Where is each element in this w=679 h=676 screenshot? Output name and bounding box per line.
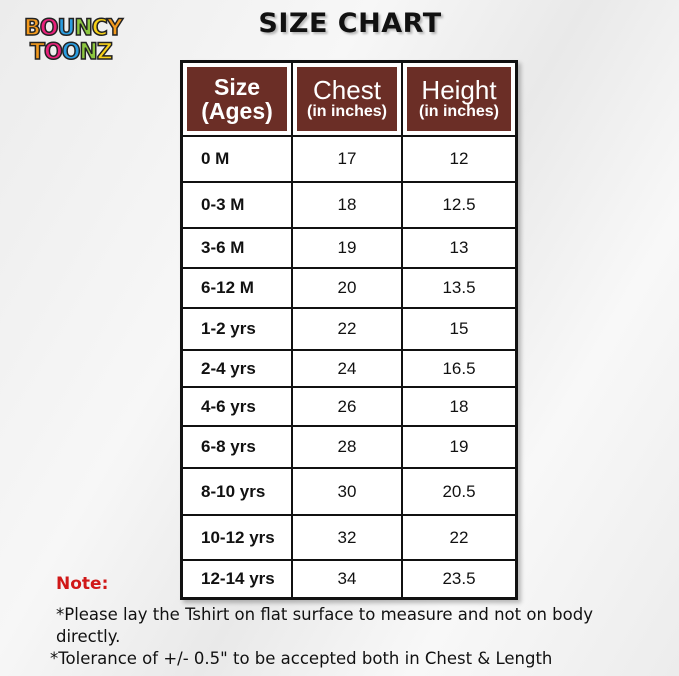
header-sublabel: (in inches) [306,103,387,121]
table-row: 8-10 yrs 30 20.5 [183,469,515,516]
height-cell: 12 [449,149,469,168]
logo-letter: N [79,39,99,66]
header-size: Size (Ages) [183,63,293,135]
height-cell: 23.5 [442,569,476,588]
size-cell: 10-12 yrs [183,516,293,559]
chest-cell: 18 [293,183,403,227]
table-row: 2-4 yrs 24 16.5 [183,351,515,388]
table-row: 0 M 17 12 [183,137,515,183]
table-row: 6-12 M 20 13.5 [183,269,515,309]
header-sublabel: (Ages) [201,98,273,124]
size-cell: 2-4 yrs [183,351,293,386]
table-row: 1-2 yrs 22 15 [183,309,515,351]
chest-cell: 22 [293,309,403,349]
logo-letter: N [74,15,94,42]
chest-cell: 17 [293,137,403,181]
note-item: *Tolerance of +/- 0.5" to be accepted bo… [50,649,553,668]
size-cell: 0-3 M [183,183,293,227]
chest-cell: 26 [293,388,403,425]
chest-cell: 28 [293,427,403,467]
height-cell: 16.5 [442,358,476,378]
height-cell: 19 [449,437,469,456]
table-row: 10-12 yrs 32 22 [183,516,515,561]
height-cell: 12.5 [442,195,476,214]
size-cell: 6-12 M [183,269,293,307]
table-row: 12-14 yrs 34 23.5 [183,561,515,597]
table-row: 4-6 yrs 26 18 [183,388,515,427]
logo-letter: U [57,15,76,42]
size-cell: 12-14 yrs [183,561,293,597]
size-cell: 4-6 yrs [183,388,293,425]
table-header-row: Size (Ages) Chest (in inches) Height (in… [183,63,515,137]
header-sublabel: (in inches) [418,103,499,121]
height-cell: 22 [449,527,469,547]
logo-line-2: TOONZ [29,39,113,66]
header-height: Height (in inches) [403,63,515,135]
brand-logo: BOUNCY TOONZ [22,14,128,72]
size-cell: 0 M [183,137,293,181]
chest-cell: 20 [293,269,403,307]
logo-line-1: BOUNCY [23,15,123,42]
height-cell: 15 [449,319,469,338]
header-chest: Chest (in inches) [293,63,403,135]
height-cell: 13.5 [442,278,476,297]
logo-letter: O [43,39,63,66]
size-cell: 3-6 M [183,229,293,267]
table-row: 6-8 yrs 28 19 [183,427,515,469]
logo-letter: O [39,15,59,42]
size-cell: 6-8 yrs [183,427,293,467]
height-cell: 18 [449,396,469,416]
header-label: Chest [313,74,381,105]
header-label: Height [421,74,497,105]
size-chart-table: Size (Ages) Chest (in inches) Height (in… [180,60,518,600]
header-label: Size [213,73,261,100]
page-title: SIZE CHART [258,8,442,39]
size-cell: 1-2 yrs [183,309,293,349]
table-row: 0-3 M 18 12.5 [183,183,515,229]
note-heading: Note: [56,574,109,594]
note-item: *Please lay the Tshirt on flat surface t… [56,605,593,646]
height-cell: 20.5 [442,481,476,501]
logo-letter: C [91,15,109,42]
logo-letter: T [29,39,46,66]
logo-letter: O [61,39,81,66]
table-row: 3-6 M 19 13 [183,229,515,269]
logo-letter: B [23,15,41,42]
chest-cell: 34 [293,561,403,597]
logo-letter: Y [106,15,123,42]
chest-cell: 32 [293,516,403,559]
size-cell: 8-10 yrs [183,469,293,514]
height-cell: 13 [449,238,469,257]
chest-cell: 24 [293,351,403,386]
chest-cell: 19 [293,229,403,267]
logo-letter: Z [96,39,113,66]
table-body: 0 M 17 12 0-3 M 18 12.5 3-6 M 19 13 6-12 M 20 13.5 1… [183,137,515,597]
chest-cell: 30 [293,469,403,514]
